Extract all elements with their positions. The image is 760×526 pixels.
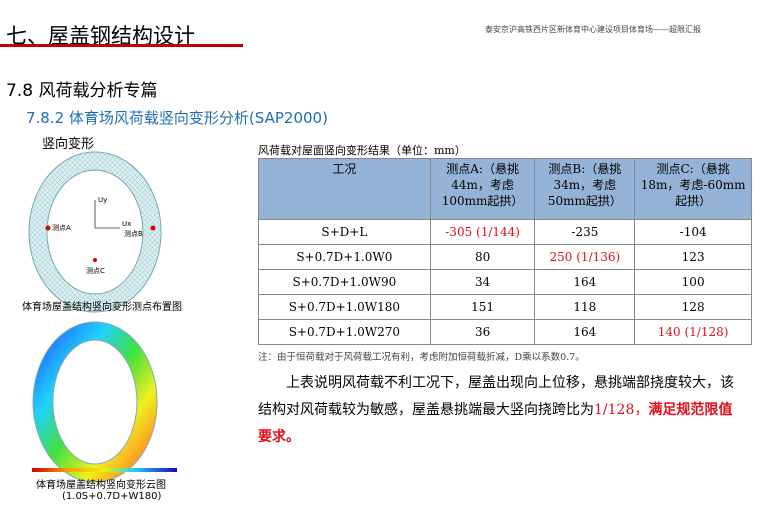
paragraph-text: 上表说明风荷载不利工况下，屋盖出现向上位移，悬挑端部挠度较大，该结构对风荷载较为… (258, 375, 734, 418)
cell: S+0.7D+1.0W270 (258, 319, 431, 345)
cell: 250 (1/136) (534, 244, 636, 270)
cell: -235 (534, 219, 636, 245)
cell: 36 (429, 319, 536, 345)
cell: 164 (534, 269, 636, 295)
header-rule (0, 44, 243, 47)
cell: -104 (634, 219, 752, 245)
cell: 151 (429, 294, 536, 320)
cell: S+0.7D+1.0W180 (258, 294, 431, 320)
section-title: 7.8 风荷载分析专篇 (6, 81, 158, 101)
cell: S+0.7D+1.0W90 (258, 269, 431, 295)
row: S+0.7D+1.0W180 151 118 128 (258, 294, 752, 320)
cell: S+D+L (258, 219, 431, 245)
row: S+0.7D+1.0W90 34 164 100 (258, 269, 752, 295)
header-cell: 测点C:（悬挑18m，考虑-60mm起拱） (634, 158, 752, 220)
paragraph: 上表说明风荷载不利工况下，屋盖出现向上位移，悬挑端部挠度较大，该结构对风荷载较为… (258, 370, 738, 451)
project-name: 泰安京沪高铁西片区新体育中心建设项目体育场——超限汇报 (485, 25, 701, 34)
point-a-label: 测点A (52, 224, 71, 232)
cell: 100 (634, 269, 752, 295)
cell: 80 (429, 244, 536, 270)
row: S+0.7D+1.0W270 36 164 140 (1/128) (258, 319, 752, 345)
results-table: 工况 测点A:（悬挑44m，考虑100mm起拱） 测点B:（悬挑34m，考虑50… (258, 158, 752, 345)
conclusion: 满足规范限值要求。 (258, 402, 733, 445)
cell: S+0.7D+1.0W0 (258, 244, 431, 270)
ring-mesh (28, 151, 162, 313)
table-note: 注：由于恒荷载对于风荷载工况有利，考虑附加恒荷载折减，D乘以系数0.7。 (258, 352, 585, 363)
ratio: 1/128， (594, 402, 649, 418)
figures: Uy Ux 测点A 测点B 测点C (28, 151, 177, 483)
cell: -305 (1/144) (429, 219, 536, 245)
figure2-caption: 体育场屋盖结构竖向变形云图 (36, 480, 166, 491)
table-title: 风荷载对屋面竖向变形结果（单位：mm） (258, 144, 466, 157)
cell: 140 (1/128) (634, 319, 752, 345)
point-b (150, 225, 156, 231)
header-row: 工况 测点A:（悬挑44m，考虑100mm起拱） 测点B:（悬挑34m，考虑50… (258, 158, 752, 220)
point-b-label: 测点B (124, 230, 143, 238)
row: S+D+L -305 (1/144) -235 -104 (258, 219, 752, 245)
figure2-case: (1.0S+0.7D+W180) (62, 491, 162, 502)
header-cell: 测点A:（悬挑44m，考虑100mm起拱） (429, 158, 536, 220)
uy-label: Uy (98, 196, 107, 204)
cell: 128 (634, 294, 752, 320)
subheading: 竖向变形 (42, 137, 95, 152)
cell: 164 (534, 319, 636, 345)
point-c (93, 258, 97, 262)
point-a (45, 225, 51, 231)
figure1-caption: 体育场屋盖结构竖向变形测点布置图 (22, 302, 182, 313)
ux-label: Ux (122, 220, 131, 228)
contour-ring (32, 321, 158, 483)
point-c-label: 测点C (86, 267, 105, 275)
header-cell: 工况 (258, 158, 431, 220)
row: S+0.7D+1.0W0 80 250 (1/136) 123 (258, 244, 752, 270)
cell: 123 (634, 244, 752, 270)
header-cell: 测点B:（悬挑34m，考虑50mm起拱） (534, 158, 636, 220)
cell: 34 (429, 269, 536, 295)
cell: 118 (534, 294, 636, 320)
subsection-title: 7.8.2 体育场风荷载竖向变形分析(SAP2000) (26, 109, 328, 127)
color-bar (32, 468, 177, 472)
